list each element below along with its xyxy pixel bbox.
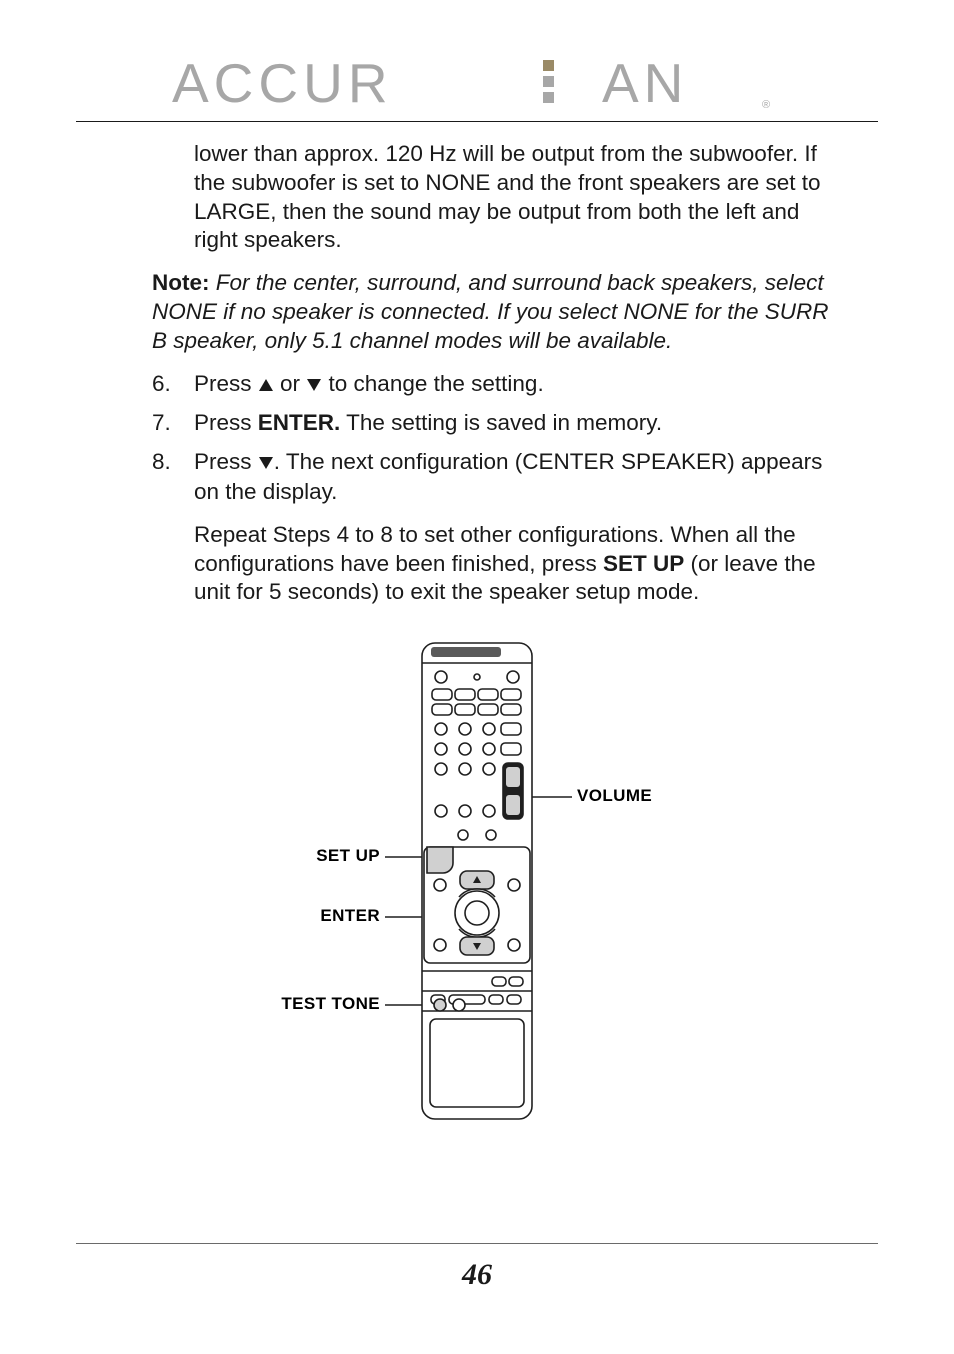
footer-rule xyxy=(76,1243,878,1244)
step-text: Press ENTER. The setting is saved in mem… xyxy=(194,409,838,438)
enter-label: ENTER. xyxy=(258,410,341,435)
callout-volume: VOLUME xyxy=(577,786,652,805)
callout-setup: SET UP xyxy=(316,846,380,865)
setup-button xyxy=(427,847,453,873)
step-number: 8. xyxy=(152,448,176,507)
intro-paragraph: lower than approx. 120 Hz will be output… xyxy=(76,140,878,255)
logo-text-right: AN xyxy=(602,54,688,112)
logo-accent-dot-mid xyxy=(543,76,554,87)
logo-accent-dot-top xyxy=(543,60,554,71)
down-triangle-icon xyxy=(306,371,322,400)
brand-logo: ACCUR AN ® xyxy=(172,54,782,117)
page-number: 46 xyxy=(0,1258,954,1292)
remote-diagram: SET UP ENTER TEST TONE VOLUME xyxy=(76,641,878,1121)
callout-testtone: TEST TONE xyxy=(281,994,380,1013)
note-text: For the center, surround, and surround b… xyxy=(152,270,829,353)
volume-button xyxy=(503,763,523,819)
testtone-button xyxy=(434,999,446,1011)
step-8: 8. Press . The next configuration (CENTE… xyxy=(152,448,838,507)
repeat-paragraph: Repeat Steps 4 to 8 to set other configu… xyxy=(76,521,878,607)
up-triangle-icon xyxy=(258,371,274,400)
dpad xyxy=(455,871,499,955)
callout-enter: ENTER xyxy=(320,906,380,925)
step-number: 7. xyxy=(152,409,176,438)
step-7: 7. Press ENTER. The setting is saved in … xyxy=(152,409,838,438)
setup-label: SET UP xyxy=(603,551,684,576)
step-text: Press . The next configuration (CENTER S… xyxy=(194,448,838,507)
logo-text-left: ACCUR xyxy=(172,54,393,112)
step-text: Press or to change the setting. xyxy=(194,370,838,400)
header-logo-row: ACCUR AN ® xyxy=(76,54,878,122)
steps-list: 6. Press or to change the setting. 7. Pr… xyxy=(76,370,878,507)
step-number: 6. xyxy=(152,370,176,400)
note-label: Note: xyxy=(152,270,210,295)
logo-accent-dot-bot xyxy=(543,92,554,103)
down-triangle-icon xyxy=(258,449,274,478)
remote-body xyxy=(422,643,532,1119)
step-6: 6. Press or to change the setting. xyxy=(152,370,838,400)
registered-mark: ® xyxy=(762,99,770,111)
note-paragraph: Note: For the center, surround, and surr… xyxy=(76,269,878,355)
